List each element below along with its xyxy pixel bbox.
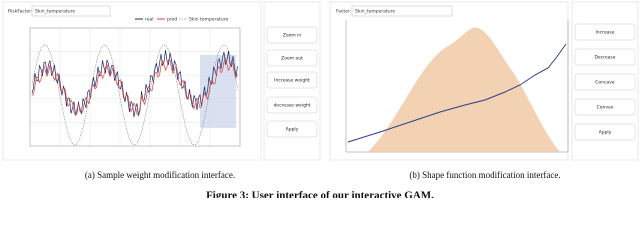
caption: (b) Shape function modification interfac… <box>409 170 560 180</box>
buttons: Zoom in Zoom out Increase weight decrease w… <box>266 23 636 141</box>
page: RiskFactor: Skin_temperature real pred S… <box>2 1 639 202</box>
button[interactable] <box>266 49 318 67</box>
button-label[interactable]: Convex <box>597 105 614 111</box>
factor-value[interactable]: Skin_temperature <box>35 9 75 15</box>
factor-select[interactable] <box>351 5 453 17</box>
temperature-curve <box>31 44 239 146</box>
button-label[interactable]: Apply <box>599 130 612 136</box>
button-label[interactable]: Zoom in <box>283 33 302 39</box>
button-label[interactable]: Increase <box>595 30 614 36</box>
button-label[interactable]: Apply <box>286 127 299 133</box>
button[interactable] <box>266 120 318 138</box>
button-label[interactable]: decrease weight <box>273 103 310 109</box>
histogram-area <box>368 27 560 152</box>
factor-select[interactable] <box>31 5 111 17</box>
button[interactable] <box>266 26 318 44</box>
factor-label: RiskFactor: <box>8 9 33 15</box>
button[interactable] <box>574 98 636 116</box>
button-label[interactable]: Increase weight <box>274 78 310 84</box>
button[interactable] <box>574 48 636 66</box>
button-label[interactable]: Concave <box>595 80 615 86</box>
legend-label: pred <box>167 17 177 23</box>
button[interactable] <box>266 71 318 89</box>
button[interactable] <box>574 23 636 41</box>
factor-value[interactable]: Skin_temperature <box>355 9 395 15</box>
real-curve <box>31 50 238 118</box>
curves <box>31 44 239 146</box>
pred-curve <box>31 57 238 116</box>
figure: RiskFactor: Skin_temperature real pred S… <box>2 1 639 202</box>
caption: (a) Sample weight modification interface… <box>85 170 235 180</box>
legend-label: real <box>145 17 154 23</box>
button[interactable] <box>266 96 318 114</box>
factor-label: Factor: <box>336 9 351 15</box>
button-label[interactable]: Zoom out <box>281 56 303 62</box>
legend-label: Skin temperature <box>189 17 229 23</box>
shape-function[interactable] <box>347 43 567 143</box>
button[interactable] <box>574 123 636 141</box>
button-label[interactable]: Decrease <box>594 55 615 61</box>
plot-area <box>29 27 241 147</box>
figure-caption: Figure 3: User interface of our interact… <box>206 190 434 198</box>
button[interactable] <box>574 73 636 91</box>
legend: real pred Skin temperature <box>135 17 229 23</box>
